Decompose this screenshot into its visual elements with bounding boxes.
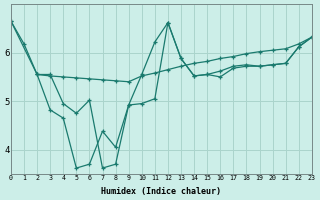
X-axis label: Humidex (Indice chaleur): Humidex (Indice chaleur) <box>101 187 221 196</box>
